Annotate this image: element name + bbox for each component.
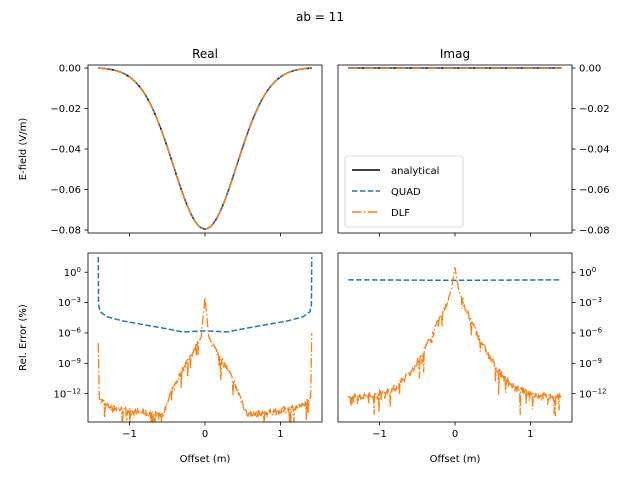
legend: analytical QUAD DLF xyxy=(344,155,464,228)
y-tick-label: 10−12 xyxy=(579,387,607,400)
series-quad xyxy=(97,257,313,333)
y-tick-label: −0.04 xyxy=(50,145,81,156)
legend-label-quad: QUAD xyxy=(391,187,421,198)
tick-exponent: −3 xyxy=(71,296,81,304)
tick-base: 10 xyxy=(579,298,592,309)
panel-imag-field: Imag 0.00 −0.02 −0.04 −0.06 −0.08 analytical QU… xyxy=(337,47,610,237)
tick-base: 10 xyxy=(579,329,592,340)
series-quad xyxy=(348,279,562,282)
x-tick-label: 0 xyxy=(452,429,458,440)
y-tick-label: 0.00 xyxy=(579,64,601,75)
series-dlf xyxy=(97,297,313,422)
plot-area xyxy=(98,67,312,230)
x-tick-label: 1 xyxy=(527,429,533,440)
axes-frame xyxy=(87,252,323,423)
tick-exponent: −9 xyxy=(71,357,81,365)
x-tick-label: −1 xyxy=(122,429,137,440)
tick-base: 10 xyxy=(579,268,592,279)
plot-area xyxy=(348,267,562,417)
x-tick-label: −1 xyxy=(372,429,387,440)
axes-frame xyxy=(87,64,323,234)
series-analytical xyxy=(98,67,312,230)
y-tick-label: −0.02 xyxy=(50,104,81,115)
y-tick-label: 10−6 xyxy=(579,327,603,340)
tick-exponent: −9 xyxy=(592,357,602,365)
y-tick-label: 100 xyxy=(579,266,596,279)
y-tick-label: 10−9 xyxy=(579,357,602,370)
y-tick-label: 10−3 xyxy=(579,296,602,309)
tick-exponent: −6 xyxy=(71,327,82,335)
y-tick-label: 10−12 xyxy=(53,387,81,400)
y-tick-label: −0.06 xyxy=(579,185,610,196)
tick-base: 10 xyxy=(58,359,71,370)
legend-label-dlf: DLF xyxy=(391,208,410,219)
tick-exponent: 0 xyxy=(77,266,81,274)
tick-exponent: −12 xyxy=(592,387,607,395)
series-dlf xyxy=(348,267,562,417)
tick-exponent: 0 xyxy=(592,266,596,274)
y-tick-label: 0.00 xyxy=(59,64,81,75)
y-tick-label: −0.04 xyxy=(579,145,610,156)
tick-base: 10 xyxy=(579,389,592,400)
series-dlf xyxy=(98,67,312,230)
x-axis-label: Offset (m) xyxy=(180,454,231,465)
tick-base: 10 xyxy=(64,268,77,279)
y-tick-label: −0.08 xyxy=(579,226,610,237)
y-axis-label: Rel. Error (%) xyxy=(18,304,29,371)
y-tick-label: −0.08 xyxy=(50,226,81,237)
tick-base: 10 xyxy=(58,298,71,309)
panel-title: Imag xyxy=(440,47,470,61)
tick-base: 10 xyxy=(58,329,71,340)
y-axis-label: E-field (V/m) xyxy=(18,118,29,181)
legend-label-analytical: analytical xyxy=(391,166,439,177)
panel-title: Real xyxy=(192,47,218,61)
y-tick-label: −0.06 xyxy=(50,185,81,196)
x-tick-label: 0 xyxy=(202,429,208,440)
x-axis-label: Offset (m) xyxy=(430,454,481,465)
y-tick-label: 10−9 xyxy=(58,357,81,370)
tick-base: 10 xyxy=(53,389,66,400)
tick-exponent: −12 xyxy=(66,387,81,395)
y-tick-label: 100 xyxy=(64,266,81,279)
tick-exponent: −3 xyxy=(592,296,602,304)
figure-suptitle: ab = 11 xyxy=(296,10,344,24)
tick-base: 10 xyxy=(579,359,592,370)
legend-box xyxy=(344,155,464,228)
panel-real-field: Real 0.00 −0.02 −0.04 −0.06 −0.08 E-field (V/m… xyxy=(18,47,323,237)
y-tick-label: −0.02 xyxy=(579,104,610,115)
series-quad xyxy=(98,67,312,230)
y-tick-label: 10−3 xyxy=(58,296,81,309)
y-tick-label: 10−6 xyxy=(58,327,82,340)
x-tick-label: 1 xyxy=(277,429,283,440)
plot-area xyxy=(97,257,313,422)
tick-exponent: −6 xyxy=(592,327,603,335)
